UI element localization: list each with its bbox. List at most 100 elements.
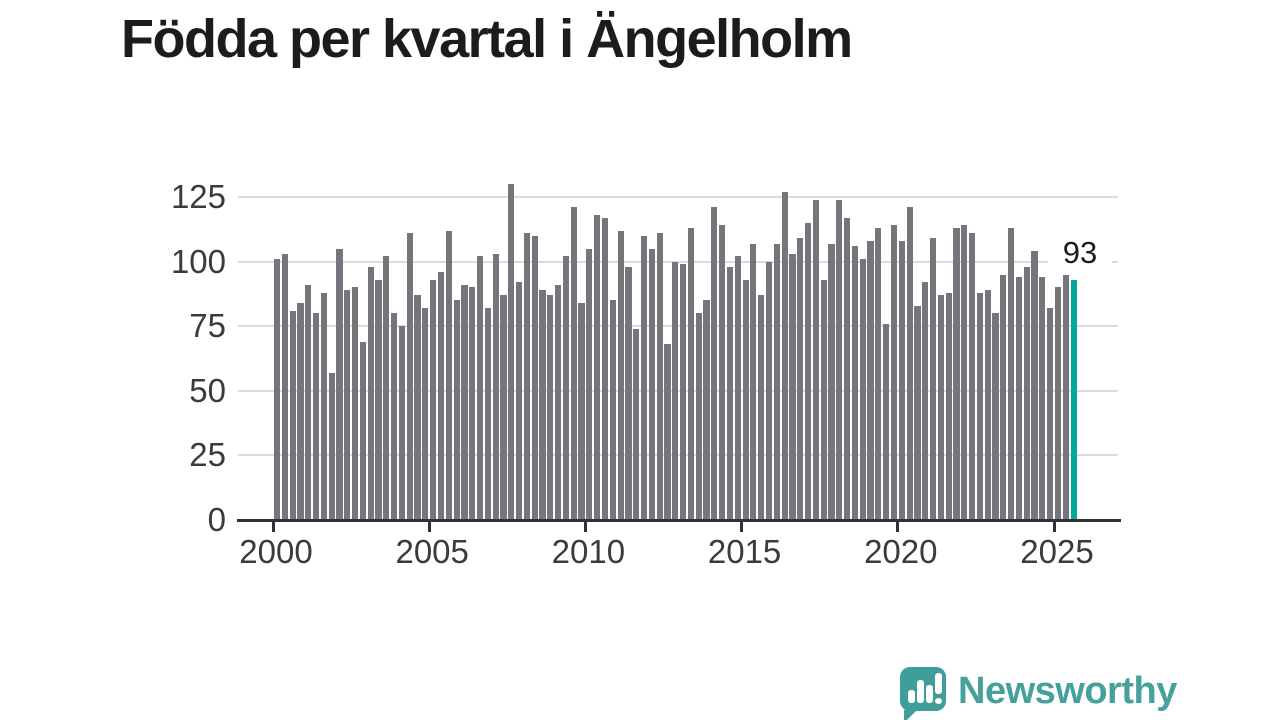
bar-2007-q3 bbox=[508, 184, 515, 520]
bar-2014-q4 bbox=[734, 256, 741, 520]
bar-2008-q3 bbox=[539, 290, 546, 520]
bar-2024-q1 bbox=[1023, 266, 1030, 520]
bar-2000-q3 bbox=[289, 310, 296, 520]
bar-2018-q4 bbox=[859, 259, 866, 520]
gridline-y125 bbox=[238, 196, 1118, 198]
bar-2013-q4 bbox=[703, 300, 710, 520]
bar-2025-q2 bbox=[1062, 274, 1069, 520]
bar-2011-q4 bbox=[640, 235, 648, 520]
bar-2016-q3 bbox=[789, 253, 796, 520]
bar-2020-q1 bbox=[898, 240, 905, 520]
bar-2005-q4 bbox=[453, 300, 460, 520]
bar-2017-q3 bbox=[820, 279, 827, 520]
x-axis-label-2000: 2000 bbox=[239, 533, 313, 570]
bar-2012-q1 bbox=[648, 248, 655, 520]
logo-bar-icon bbox=[926, 685, 933, 703]
bar-2022-q3 bbox=[976, 292, 983, 520]
bar-2002-q4 bbox=[359, 341, 366, 520]
logo-bar-icon bbox=[908, 690, 915, 703]
bar-2023-q2 bbox=[1000, 274, 1007, 520]
bar-2013-q1 bbox=[680, 264, 687, 520]
bar-2018-q1 bbox=[836, 199, 843, 520]
bar-2005-q2 bbox=[437, 271, 445, 520]
x-axis-label-2020: 2020 bbox=[864, 533, 938, 570]
bar-2003-q4 bbox=[391, 313, 398, 520]
bar-2009-q1 bbox=[555, 284, 562, 520]
bar-2017-q2 bbox=[812, 199, 819, 520]
y-axis-label-100: 100 bbox=[170, 242, 226, 280]
latest-value-label: 93 bbox=[1048, 236, 1112, 270]
bar-2004-q4 bbox=[422, 308, 429, 520]
bar-2010-q1 bbox=[586, 248, 593, 520]
bar-2007-q1 bbox=[492, 253, 499, 520]
bar-2009-q2 bbox=[562, 256, 570, 520]
y-axis-label-25: 25 bbox=[189, 436, 226, 474]
bar-2024-q3 bbox=[1039, 277, 1046, 520]
bar-2022-q4 bbox=[984, 290, 991, 520]
bar-2021-q2 bbox=[937, 295, 944, 520]
bar-2021-q1 bbox=[929, 238, 937, 520]
bar-2003-q3 bbox=[383, 256, 390, 520]
x-axis-label-2005: 2005 bbox=[395, 533, 469, 570]
bar-2015-q2 bbox=[750, 243, 757, 520]
bar-2004-q1 bbox=[398, 326, 406, 520]
bar-2024-q2 bbox=[1031, 251, 1038, 520]
y-axis-label-50: 50 bbox=[189, 371, 226, 409]
bar-2017-q4 bbox=[828, 243, 835, 520]
bar-2003-q1 bbox=[367, 266, 374, 520]
bar-2019-q4 bbox=[890, 225, 898, 520]
bar-2001-q2 bbox=[312, 313, 320, 520]
bar-2010-q3 bbox=[601, 217, 609, 520]
bar-2015-q3 bbox=[758, 295, 765, 520]
bar-2005-q1 bbox=[430, 279, 437, 520]
brand-wordmark: Newsworthy bbox=[958, 670, 1177, 712]
newsworthy-logo[interactable]: Newsworthy bbox=[900, 666, 1280, 720]
bar-2008-q4 bbox=[547, 295, 554, 520]
bar-2016-q4 bbox=[797, 238, 804, 520]
logo-bar-icon bbox=[917, 680, 924, 703]
bar-2004-q2 bbox=[406, 233, 413, 520]
logo-exclamation-dot-icon bbox=[935, 698, 942, 704]
bar-2018-q2 bbox=[844, 217, 851, 520]
bar-2002-q2 bbox=[344, 290, 351, 520]
bar-2006-q2 bbox=[469, 287, 476, 520]
bar-2000-q2 bbox=[281, 253, 288, 520]
bar-2011-q1 bbox=[617, 230, 624, 520]
bar-2016-q1 bbox=[773, 243, 780, 520]
bar-2012-q2 bbox=[656, 233, 663, 520]
bar-2010-q4 bbox=[609, 300, 616, 520]
x-axis-tick-2005 bbox=[427, 521, 431, 532]
bar-2023-q3 bbox=[1008, 228, 1015, 520]
bar-2019-q3 bbox=[883, 323, 890, 520]
bar-2001-q3 bbox=[320, 292, 327, 520]
y-axis-label-0: 0 bbox=[207, 501, 226, 538]
bar-2024-q4 bbox=[1047, 308, 1054, 520]
bar-2013-q2 bbox=[687, 228, 695, 520]
bar-2006-q4 bbox=[484, 308, 491, 520]
bar-2006-q3 bbox=[476, 256, 484, 520]
bar-2004-q3 bbox=[414, 295, 421, 520]
bar-2011-q2 bbox=[625, 266, 632, 520]
bar-2025-q3 bbox=[1070, 279, 1077, 520]
x-axis-label-2025: 2025 bbox=[1020, 533, 1094, 570]
bar-2009-q4 bbox=[578, 302, 585, 520]
x-axis-tick-2015 bbox=[740, 521, 744, 532]
bar-2021-q3 bbox=[945, 292, 952, 520]
bar-2000-q1 bbox=[273, 259, 281, 520]
bar-2002-q3 bbox=[352, 287, 359, 520]
bar-2007-q4 bbox=[516, 282, 523, 520]
bar-2021-q4 bbox=[953, 228, 960, 520]
bar-2018-q3 bbox=[851, 246, 859, 520]
bar-2022-q2 bbox=[968, 233, 976, 520]
bar-2009-q3 bbox=[570, 207, 577, 520]
bar-2019-q2 bbox=[875, 228, 882, 520]
bar-2003-q2 bbox=[375, 279, 382, 520]
x-axis-label-2010: 2010 bbox=[551, 533, 626, 570]
bar-2012-q3 bbox=[664, 344, 671, 520]
bar-2001-q1 bbox=[305, 284, 312, 520]
bar-2013-q3 bbox=[695, 313, 702, 520]
speech-bubble-tail bbox=[904, 710, 917, 720]
bar-2011-q3 bbox=[633, 328, 640, 520]
bar-2020-q3 bbox=[914, 305, 921, 520]
